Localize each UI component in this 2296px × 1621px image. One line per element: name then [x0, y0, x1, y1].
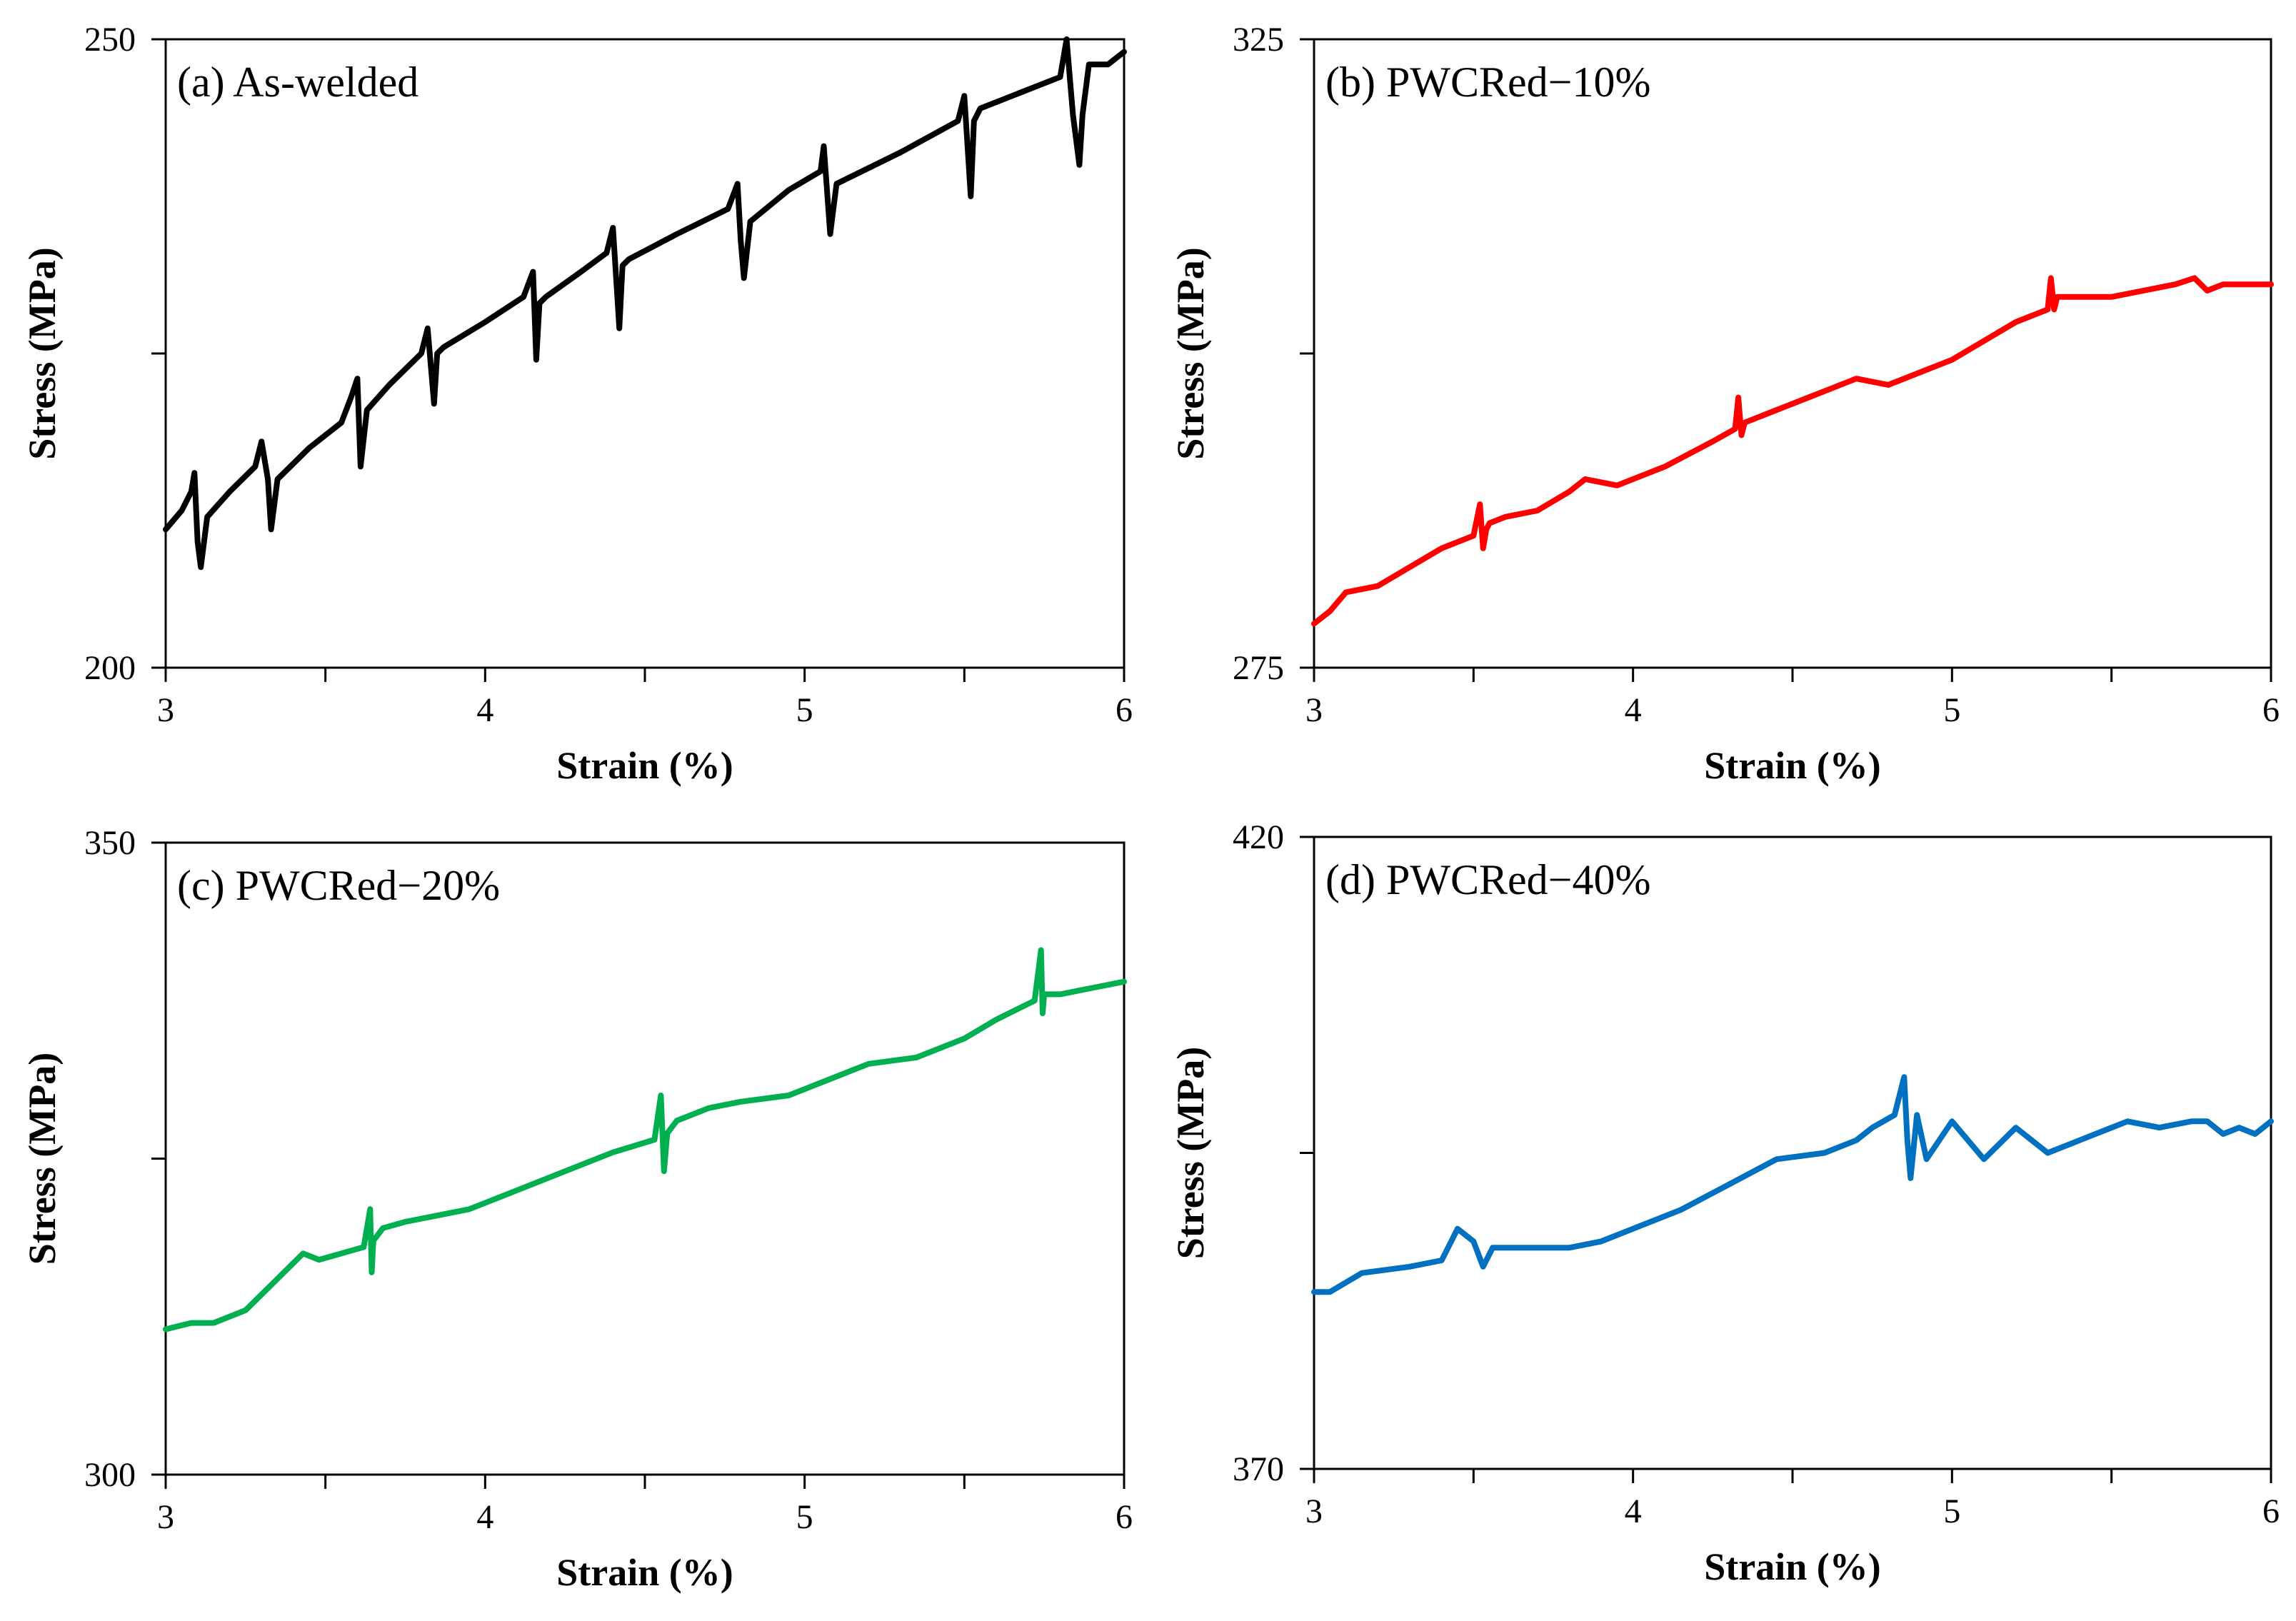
x-tick-label: 4: [1625, 691, 1642, 729]
chart-panel-1: 3 4 5 6 200 250 Strain (%) Stress (MPa) (a) As-w…: [21, 21, 1133, 787]
y-tick-label: 420: [1233, 818, 1284, 856]
x-tick-label: 3: [1305, 1492, 1323, 1530]
series-line: [163, 947, 1127, 1333]
x-tick-label: 5: [796, 691, 813, 729]
chart-panel-3: 3 4 5 6 300 350 Strain (%) Stress (MPa) (c) PWCR…: [21, 824, 1133, 1594]
y-tick-label: 300: [84, 1456, 136, 1494]
x-tick-label: 5: [1943, 691, 1960, 729]
x-tick-label: 6: [1116, 691, 1133, 729]
chart-panel-4: 3 4 5 6 370 420 Strain (%) Stress (MPa) (d) PWCR…: [1169, 818, 2280, 1588]
y-axis-title: Stress (MPa): [1169, 1047, 1212, 1259]
series-line: [1311, 275, 2274, 627]
x-tick-label: 4: [1625, 1492, 1642, 1530]
y-tick-label: 250: [84, 21, 136, 59]
x-tick-label: 4: [476, 1498, 493, 1536]
x-axis-title: Strain (%): [1704, 744, 1880, 787]
plot-frame: [164, 38, 1126, 669]
series-line: [163, 36, 1127, 571]
x-tick-label: 3: [157, 1498, 174, 1536]
plot-frame: [1313, 38, 2272, 669]
x-tick-label: 6: [1116, 1498, 1133, 1536]
series-line: [1311, 1074, 2274, 1295]
y-tick-label: 275: [1233, 649, 1284, 687]
x-axis-title: Strain (%): [556, 1551, 733, 1594]
plot-frame: [1313, 835, 2272, 1470]
y-tick-label: 200: [84, 649, 136, 687]
plot-frame: [164, 841, 1126, 1476]
y-tick-label: 370: [1233, 1450, 1284, 1488]
x-tick-label: 5: [796, 1498, 813, 1536]
x-axis-title: Strain (%): [1704, 1545, 1880, 1588]
y-axis-title: Stress (MPa): [1169, 247, 1212, 459]
x-tick-label: 6: [2262, 1492, 2280, 1530]
panel-label: (a) As-welded: [177, 59, 418, 106]
chart-panel-2: 3 4 5 6 275 325 Strain (%) Stress (MPa) (b) PWCR…: [1169, 21, 2280, 787]
panel-label: (b) PWCRed−10%: [1325, 59, 1650, 106]
y-axis-title: Stress (MPa): [21, 247, 64, 459]
y-axis-title: Stress (MPa): [21, 1053, 64, 1265]
x-tick-label: 4: [476, 691, 493, 729]
y-tick-label: 325: [1233, 21, 1284, 59]
x-tick-label: 5: [1943, 1492, 1960, 1530]
panel-label: (c) PWCRed−20%: [177, 862, 500, 909]
y-tick-label: 350: [84, 824, 136, 862]
x-tick-label: 3: [1305, 691, 1323, 729]
x-tick-label: 3: [157, 691, 174, 729]
x-axis-title: Strain (%): [556, 744, 733, 787]
x-tick-label: 6: [2262, 691, 2280, 729]
panel-label: (d) PWCRed−40%: [1325, 856, 1650, 903]
